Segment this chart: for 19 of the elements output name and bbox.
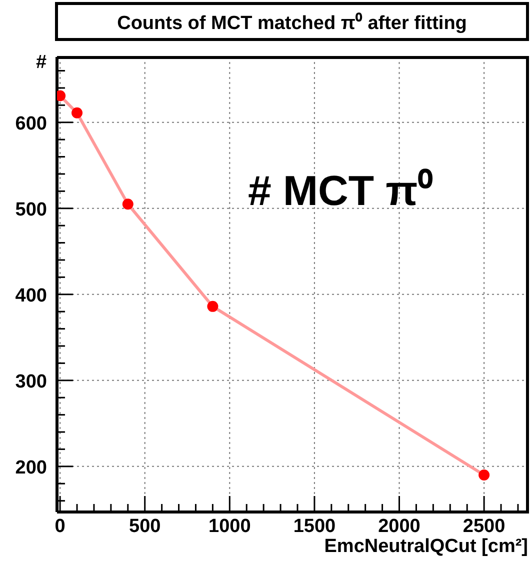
x-axis-title: EmcNeutralQCut [cm²] [324, 536, 528, 558]
x-tick-label: 500 [129, 516, 161, 537]
x-tick-label: 1500 [293, 516, 336, 537]
x-tick-label: 1000 [208, 516, 251, 537]
y-tick-label: 400 [15, 285, 47, 306]
annotation: # MCT π⁰ [248, 166, 433, 216]
y-tick-label: 500 [15, 199, 47, 220]
y-tick-label: 200 [15, 457, 47, 478]
y-tick-label: 300 [15, 371, 47, 392]
point [478, 470, 490, 481]
x-tick-label: 2000 [378, 516, 420, 537]
point [207, 300, 218, 312]
x-tick-label: 0 [54, 516, 66, 537]
point [122, 198, 134, 210]
y-axis-title: # [36, 52, 47, 74]
y-tick-label: 600 [15, 113, 47, 134]
x-tick-label: 2500 [462, 516, 506, 537]
chart-title: Counts of MCT matched π⁰ after fitting [55, 2, 529, 41]
point [72, 107, 83, 118]
